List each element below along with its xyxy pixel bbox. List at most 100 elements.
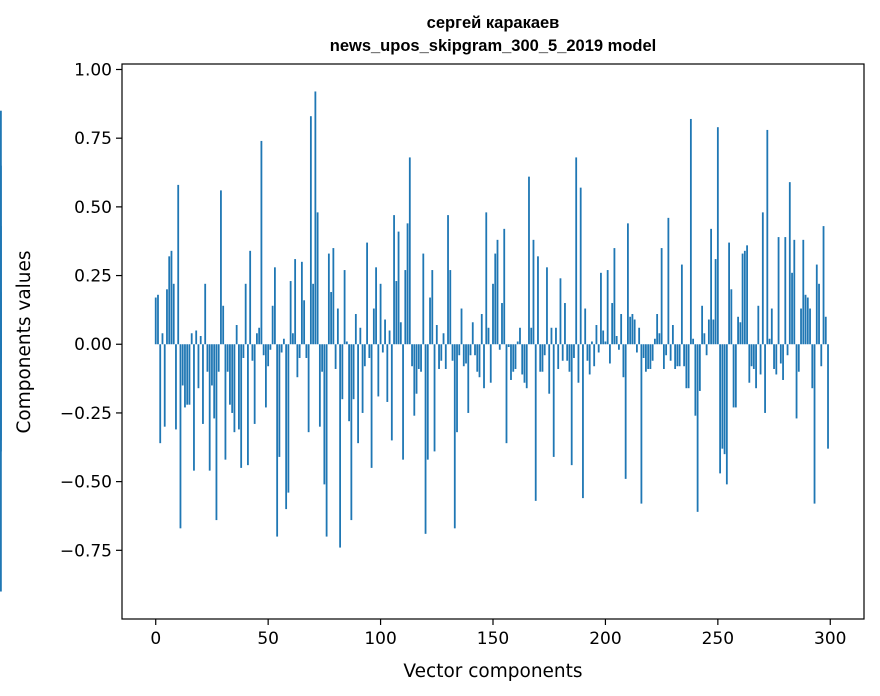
x-tick-label: 200 (589, 629, 621, 649)
bar (190, 333, 193, 345)
bar (402, 344, 404, 460)
bar (611, 303, 614, 345)
bar (743, 250, 746, 345)
bar (773, 344, 775, 369)
bar (379, 283, 382, 345)
bar (426, 344, 429, 460)
bar (197, 344, 200, 389)
bar (656, 314, 659, 345)
bar (824, 316, 827, 345)
bar (406, 223, 409, 345)
chart-subtitle: news_upos_skipgram_300_5_2019 model (330, 37, 657, 55)
y-axis-ticks: −0.75 −0.50 −0.25 0.00 0.25 0.50 0.75 1.00 (60, 60, 122, 561)
bar (390, 344, 393, 441)
bar (712, 319, 715, 345)
bar (604, 341, 607, 345)
bar (764, 344, 766, 413)
bar (442, 333, 445, 345)
bar (291, 333, 294, 345)
bar (710, 228, 712, 345)
bar (815, 264, 818, 345)
bar (741, 253, 744, 345)
bar (647, 344, 650, 369)
bar (566, 344, 569, 361)
bar (240, 344, 243, 468)
bar (202, 344, 204, 424)
bar (721, 344, 724, 449)
bar (770, 308, 773, 345)
bar (318, 344, 321, 427)
bars-group (0, 91, 829, 592)
bar (678, 344, 681, 367)
bar (170, 250, 173, 345)
bar (298, 344, 301, 358)
bar (732, 344, 735, 408)
bar (289, 281, 292, 345)
bar (570, 344, 573, 466)
bar (411, 344, 413, 367)
bar (181, 344, 184, 386)
bar (550, 327, 553, 345)
bar (649, 344, 652, 369)
bar (766, 129, 769, 345)
bar (588, 344, 591, 375)
plot-frame (121, 63, 865, 620)
x-axis-label: Vector components (403, 661, 582, 682)
bar (361, 344, 364, 413)
bar (555, 327, 557, 345)
bar (303, 300, 306, 345)
bar (397, 231, 400, 345)
bar (674, 344, 677, 369)
bar (633, 319, 636, 345)
bar (280, 344, 283, 353)
bar (278, 344, 281, 457)
bar (584, 308, 587, 345)
bar (258, 327, 261, 345)
bar (768, 338, 771, 345)
bar (172, 283, 175, 345)
bar (757, 305, 760, 345)
bar (548, 344, 551, 394)
bar (525, 344, 528, 389)
bar (159, 344, 162, 444)
bar (728, 242, 730, 345)
bar (341, 344, 344, 400)
bar (476, 344, 479, 372)
x-tick-label: 250 (702, 629, 734, 649)
bar (447, 215, 449, 345)
bar (696, 344, 699, 512)
y-tick-label: −0.25 (60, 404, 112, 424)
bar (265, 344, 267, 408)
bar (249, 250, 252, 345)
bar (386, 344, 389, 402)
bar (653, 338, 656, 345)
bar (510, 344, 512, 380)
bar (784, 237, 787, 345)
bar (285, 344, 288, 510)
bar (276, 344, 279, 537)
bar (393, 215, 395, 345)
bar (262, 344, 265, 356)
bar (660, 248, 663, 345)
bar (422, 253, 425, 345)
bar (238, 344, 240, 430)
bar (752, 344, 755, 369)
bar (208, 344, 211, 471)
bar (307, 344, 310, 433)
bar (638, 327, 641, 345)
bar (215, 344, 218, 521)
bar (154, 297, 157, 345)
bar (748, 344, 751, 383)
bar (496, 239, 499, 345)
bar (813, 344, 816, 504)
bar (716, 127, 719, 345)
bar (0, 336, 2, 345)
bar (420, 344, 422, 372)
bar (514, 344, 517, 369)
x-tick-label: 50 (257, 629, 279, 649)
bar (683, 344, 686, 367)
bar (460, 308, 463, 345)
bar (606, 270, 609, 345)
bar (375, 267, 377, 345)
